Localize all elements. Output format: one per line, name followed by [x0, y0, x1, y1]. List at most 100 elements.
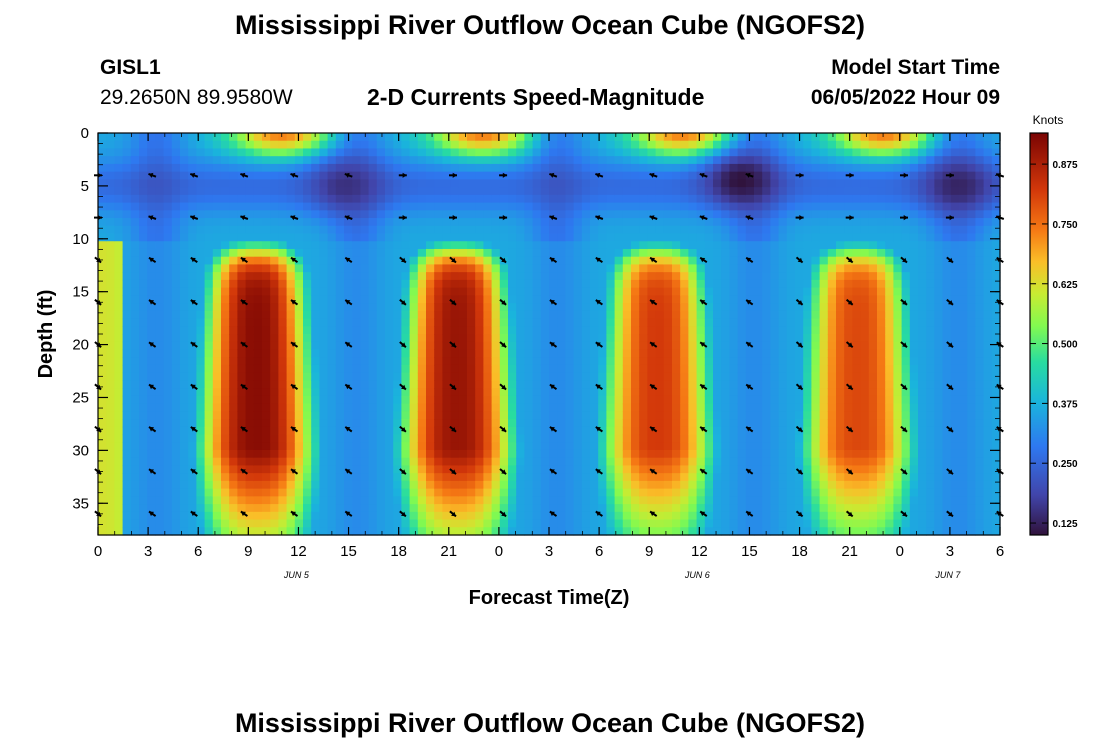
- current-vector-arrow: [595, 341, 603, 348]
- current-vector-arrow: [745, 299, 754, 306]
- current-vector-arrow: [745, 468, 754, 475]
- x-tick-label: 0: [94, 543, 102, 560]
- current-vector-arrow: [449, 510, 457, 518]
- current-vector-arrow: [649, 510, 658, 517]
- current-vector-arrow: [745, 341, 754, 348]
- current-vector-arrow: [699, 172, 708, 178]
- current-vector-arrow: [240, 172, 249, 178]
- current-vector-arrow: [148, 341, 157, 348]
- current-vector-arrow: [649, 299, 658, 306]
- x-tick-label: 0: [896, 543, 904, 560]
- current-vector-arrow: [499, 298, 507, 306]
- current-vector-arrow: [845, 341, 854, 348]
- current-vector-arrow: [290, 468, 299, 475]
- current-vector-arrow: [900, 215, 908, 221]
- currents-heatmap-chart: 0 3 6 9 12 15 18 21 0 3 6 9 12 15 18 21 0 3 6 JUN 5 JUN 6 JUN…: [35, 113, 1078, 609]
- current-vector-arrow: [795, 425, 804, 433]
- current-vector-arrow: [190, 256, 198, 264]
- current-vector-arrow: [795, 256, 804, 264]
- colorbar: Knots 0.125 0.250 0.375 0.500 0.625 0.750 0.87…: [1029, 113, 1078, 536]
- x-tick-label: 12: [290, 543, 307, 560]
- current-vector-arrow: [549, 341, 558, 348]
- y-tick-label: 35: [72, 495, 89, 512]
- current-vector-arrow: [290, 383, 299, 391]
- current-vector-arrow: [900, 468, 908, 475]
- date-label: JUN 7: [934, 570, 961, 580]
- current-vector-arrow: [344, 383, 353, 391]
- current-vector-arrow: [549, 383, 558, 391]
- x-tick-label: 6: [194, 543, 202, 560]
- current-vector-arrow: [449, 468, 457, 475]
- current-vector-arrow: [699, 426, 708, 433]
- colorbar-gradient: [1029, 132, 1049, 536]
- current-vector-arrow: [699, 256, 708, 264]
- current-vector-arrow: [945, 215, 954, 221]
- current-vector-arrow: [290, 299, 299, 306]
- current-vector-arrow: [549, 256, 558, 264]
- current-vector-arrow: [189, 215, 199, 221]
- x-axis-label: Forecast Time(Z): [469, 587, 630, 609]
- current-vector-arrow: [945, 172, 954, 178]
- chart-title: Mississippi River Outflow Ocean Cube (NG…: [234, 10, 866, 40]
- current-vector-arrow: [190, 468, 198, 475]
- current-vector-arrow: [240, 426, 248, 433]
- current-vector-arrow: [290, 172, 299, 178]
- current-vector-arrow: [649, 426, 658, 433]
- current-vector-arrow: [449, 256, 457, 264]
- current-vector-arrow: [549, 215, 558, 221]
- current-vector-arrow: [946, 468, 954, 475]
- colorbar-tick-label: 0.500: [1052, 340, 1077, 351]
- current-vector-arrow: [240, 215, 249, 221]
- current-vector-arrow: [290, 426, 299, 433]
- current-vector-arrow: [449, 341, 457, 348]
- current-vector-arrow: [845, 510, 854, 518]
- current-vector-arrow: [845, 298, 854, 306]
- current-vector-arrow: [946, 425, 954, 433]
- current-vector-arrow: [795, 468, 804, 475]
- current-vector-arrow: [595, 426, 603, 433]
- speed-heatmap: [98, 133, 1001, 536]
- current-vector-arrow: [290, 256, 299, 264]
- x-tick-label: 12: [691, 543, 708, 560]
- colorbar-tick-label: 0.250: [1052, 459, 1077, 470]
- current-vector-arrow: [946, 383, 954, 391]
- current-vector-arrow: [190, 341, 198, 348]
- current-vector-arrow: [290, 510, 299, 517]
- current-vector-arrow: [549, 172, 558, 178]
- x-tick-label: 21: [841, 543, 858, 560]
- y-axis: 0 5 10 15 20 25 30 35: [72, 125, 1000, 536]
- current-vector-arrow: [190, 510, 198, 517]
- current-vector-arrow: [290, 215, 299, 221]
- current-vector-arrow: [699, 299, 708, 306]
- current-vector-arrow: [240, 510, 248, 517]
- current-vector-arrow: [148, 215, 157, 221]
- current-vector-arrow: [946, 256, 954, 264]
- current-vector-arrow: [845, 383, 854, 391]
- x-tick-label: 6: [996, 543, 1004, 560]
- current-vector-arrow: [900, 298, 908, 306]
- current-vector-arrow: [900, 510, 908, 518]
- y-axis-label: Depth (ft): [35, 290, 57, 379]
- current-vector-arrow: [595, 256, 603, 264]
- x-tick-label: 18: [390, 543, 407, 560]
- current-vector-arrow: [795, 510, 804, 518]
- current-vector-arrow: [449, 383, 457, 391]
- current-vector-arrow: [595, 510, 603, 517]
- current-vector-arrow: [649, 256, 658, 264]
- current-vector-arrow: [699, 510, 708, 517]
- current-vector-arrow: [148, 172, 157, 178]
- current-vector-arrow: [499, 256, 507, 264]
- current-vector-arrow: [399, 468, 407, 475]
- current-vector-arrow: [845, 172, 854, 178]
- station-coordinates: 29.2650N 89.9580W: [100, 86, 293, 109]
- current-vector-arrow: [148, 510, 157, 517]
- y-tick-label: 20: [72, 337, 89, 354]
- current-vector-arrow: [795, 341, 804, 348]
- current-vector-arrow: [649, 468, 658, 475]
- current-vector-arrow: [549, 426, 558, 433]
- current-vector-arrow: [240, 468, 248, 475]
- current-vector-arrow: [148, 468, 157, 475]
- current-vector-arrow: [449, 425, 457, 433]
- current-vector-arrow: [190, 383, 198, 391]
- x-tick-label: 3: [946, 543, 954, 560]
